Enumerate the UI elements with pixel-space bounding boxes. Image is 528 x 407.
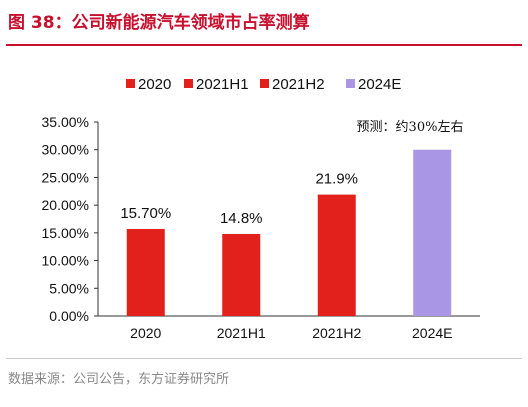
- x-tick-label: 2021H1: [217, 325, 266, 341]
- legend-swatch: [260, 79, 269, 88]
- y-tick-label: 30.00%: [42, 142, 89, 158]
- x-tick-label: 2021H2: [312, 325, 361, 341]
- bar: [126, 228, 165, 316]
- y-tick-label: 25.00%: [42, 169, 89, 185]
- y-tick-label: 10.00%: [42, 253, 89, 269]
- y-tick-label: 5.00%: [49, 280, 89, 296]
- legend-label: 2024E: [358, 76, 401, 93]
- legend-label: 2021H1: [196, 76, 249, 93]
- y-tick-label: 20.00%: [42, 197, 89, 213]
- legend-label: 2021H2: [272, 76, 325, 93]
- legend-swatch: [346, 79, 355, 88]
- bar: [317, 194, 356, 316]
- data-label: 14.8%: [220, 210, 263, 227]
- data-source: 数据来源：公司公告，东方证券研究所: [8, 372, 230, 387]
- data-label: 21.9%: [315, 171, 358, 188]
- chart-title: 图 38：公司新能源汽车领域市占率测算: [8, 13, 310, 33]
- x-tick-label: 2024E: [412, 325, 452, 341]
- footer-divider: [6, 358, 522, 359]
- legend-swatch: [184, 79, 193, 88]
- bar: [413, 149, 452, 316]
- y-tick-label: 15.00%: [42, 225, 89, 241]
- y-tick-label: 35.00%: [42, 114, 89, 130]
- bar: [222, 233, 261, 316]
- title-divider: [6, 44, 522, 46]
- x-tick-label: 2020: [130, 325, 161, 341]
- y-tick-label: 0.00%: [49, 308, 89, 324]
- legend-swatch: [126, 79, 135, 88]
- forecast-annotation: 预测：约30%左右: [357, 120, 464, 135]
- legend-label: 2020: [138, 76, 171, 93]
- data-label: 15.70%: [120, 205, 171, 222]
